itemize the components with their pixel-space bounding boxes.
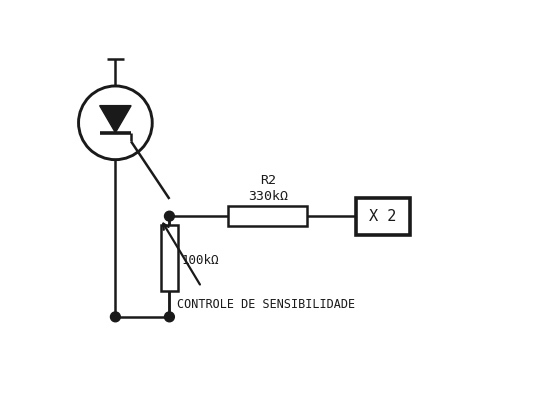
Text: R2: R2 [260, 174, 276, 187]
Text: 100kΩ: 100kΩ [181, 254, 219, 267]
Circle shape [164, 312, 174, 322]
Bar [161, 225, 178, 291]
Circle shape [164, 211, 174, 221]
Bar [356, 198, 410, 235]
Text: 330kΩ: 330kΩ [248, 190, 287, 204]
Text: CONTROLE DE SENSIBILIDADE: CONTROLE DE SENSIBILIDADE [177, 298, 355, 311]
Text: X 2: X 2 [370, 209, 397, 224]
Bar [228, 206, 307, 226]
Circle shape [110, 312, 120, 322]
Polygon shape [100, 106, 131, 132]
